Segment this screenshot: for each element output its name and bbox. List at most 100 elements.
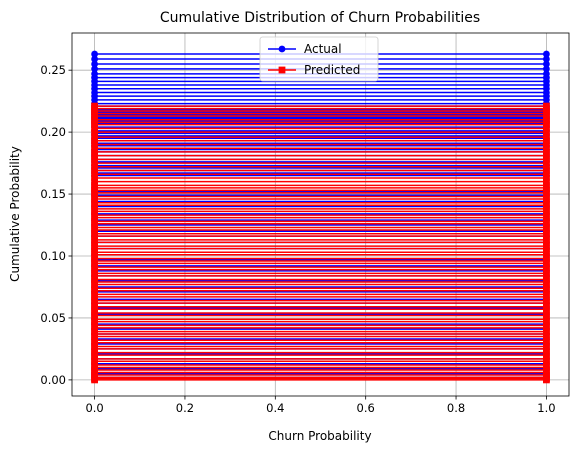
data-point [91, 351, 98, 359]
data-point [91, 251, 98, 259]
data-point [543, 55, 550, 63]
data-point [543, 245, 550, 252]
data-point [543, 251, 550, 259]
data-point [91, 121, 98, 129]
data-point [543, 128, 550, 136]
data-point [91, 152, 98, 160]
data-point [91, 50, 98, 58]
data-point [91, 163, 98, 171]
data-point [91, 324, 98, 332]
data-point [543, 376, 550, 384]
data-point [91, 305, 98, 313]
data-point [543, 159, 550, 167]
data-point [91, 345, 98, 353]
data-point [91, 124, 98, 132]
data-point [91, 189, 98, 197]
chart-title: Cumulative Distribution of Churn Probabi… [160, 10, 480, 26]
y-tick-label: 0.05 [40, 311, 66, 325]
data-point [543, 214, 550, 221]
data-point [91, 281, 98, 288]
legend-label-actual: Actual [304, 42, 342, 56]
data-point [543, 357, 550, 365]
data-point [543, 178, 550, 186]
data-point [543, 201, 550, 209]
data-point [91, 167, 98, 174]
data-point [543, 238, 550, 246]
data-point [91, 376, 98, 384]
data-point [91, 318, 98, 326]
data-point [543, 121, 550, 129]
data-point [543, 272, 550, 280]
data-point [543, 148, 550, 156]
axes-ticks: 0.0 0.2 0.4 0.6 0.8 1.0 0.00 0.05 0.10 0.15 0.20 0.… [40, 63, 555, 415]
y-axis-label: Cumulative Probability [8, 146, 22, 282]
data-point [91, 128, 98, 136]
data-point [543, 174, 550, 182]
data-point [91, 65, 98, 73]
data-point [543, 324, 550, 332]
data-point [91, 214, 98, 221]
data-point [543, 220, 550, 228]
data-point [91, 112, 98, 120]
data-point [543, 305, 550, 313]
data-point [91, 357, 98, 365]
data-point [543, 167, 550, 174]
data-point [91, 232, 98, 240]
data-point [91, 226, 98, 234]
data-point [543, 345, 550, 353]
data-point [543, 318, 550, 326]
data-point [91, 201, 98, 209]
legend-label-predicted: Predicted [304, 63, 360, 77]
data-point [91, 148, 98, 156]
plot-frame [71, 32, 570, 397]
data-point [91, 339, 98, 347]
data-point [91, 208, 98, 215]
data-point [91, 238, 98, 246]
y-tick-label: 0.25 [40, 63, 66, 77]
data-point [543, 60, 550, 68]
data-point [91, 260, 98, 267]
data-point [543, 163, 550, 171]
data-point [91, 174, 98, 182]
y-tick-label: 0.00 [40, 373, 66, 387]
x-tick-label: 1.0 [537, 401, 555, 415]
data-point [91, 55, 98, 63]
data-point [543, 293, 550, 301]
data-point [543, 351, 550, 359]
data-point [543, 137, 550, 145]
data-point [91, 299, 98, 307]
data-point [91, 137, 98, 145]
data-point [543, 155, 550, 163]
data-point [543, 232, 550, 240]
data-point [91, 266, 98, 274]
data-point [543, 333, 550, 340]
data-point [91, 133, 98, 141]
data-point [91, 141, 98, 148]
data-point [91, 178, 98, 186]
x-tick-label: 0.8 [447, 401, 465, 415]
data-point [91, 170, 98, 178]
x-tick-label: 0.6 [357, 401, 375, 415]
legend-marker [278, 45, 286, 53]
data-point [91, 220, 98, 228]
data-point [543, 141, 550, 148]
data-point [543, 287, 550, 295]
data-point [91, 159, 98, 167]
data-point [91, 195, 98, 203]
data-point [543, 299, 550, 307]
data-point [543, 339, 550, 347]
data-point [91, 272, 98, 280]
x-axis-label: Churn Probability [268, 429, 371, 443]
x-tick-label: 0.4 [266, 401, 284, 415]
legend-marker [278, 66, 286, 74]
data-point [543, 312, 550, 319]
data-point [543, 65, 550, 73]
data-point [543, 266, 550, 274]
plot-area [91, 50, 550, 384]
data-point [91, 144, 98, 152]
data-point [91, 293, 98, 301]
data-point [91, 60, 98, 68]
data-point [543, 260, 550, 267]
y-tick-label: 0.20 [40, 125, 66, 139]
